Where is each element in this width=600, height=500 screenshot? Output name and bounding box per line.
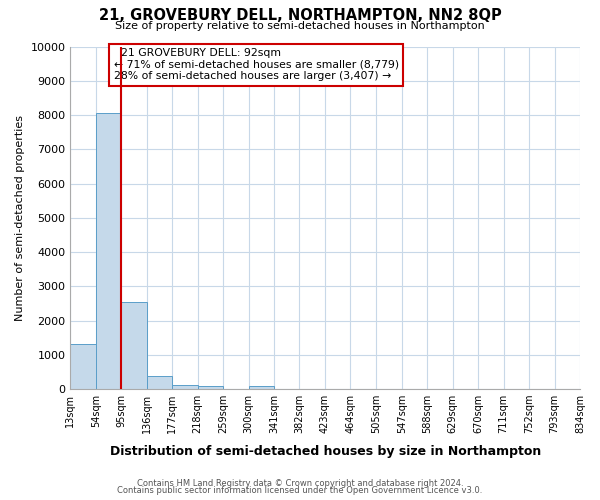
Text: Size of property relative to semi-detached houses in Northampton: Size of property relative to semi-detach… [115,21,485,31]
Bar [197,386,223,389]
Bar [172,384,197,389]
Y-axis label: Number of semi-detached properties: Number of semi-detached properties [15,115,25,321]
Bar [248,386,274,389]
Bar [121,302,147,389]
X-axis label: Distribution of semi-detached houses by size in Northampton: Distribution of semi-detached houses by … [110,444,541,458]
Text: Contains public sector information licensed under the Open Government Licence v3: Contains public sector information licen… [118,486,482,495]
Text: 21, GROVEBURY DELL, NORTHAMPTON, NN2 8QP: 21, GROVEBURY DELL, NORTHAMPTON, NN2 8QP [98,8,502,22]
Text: Contains HM Land Registry data © Crown copyright and database right 2024.: Contains HM Land Registry data © Crown c… [137,478,463,488]
Bar [96,114,121,389]
Bar [70,344,96,389]
Bar [147,376,172,389]
Text: 21 GROVEBURY DELL: 92sqm
← 71% of semi-detached houses are smaller (8,779)
28% o: 21 GROVEBURY DELL: 92sqm ← 71% of semi-d… [114,48,399,82]
